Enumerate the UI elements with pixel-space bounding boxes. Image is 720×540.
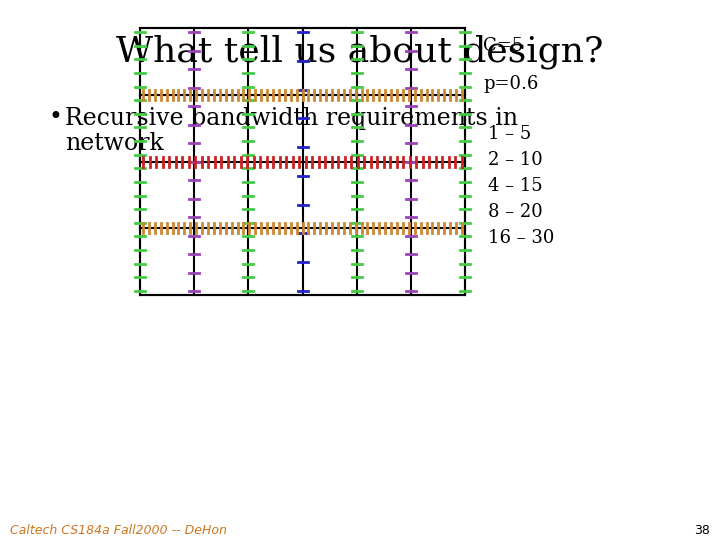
Bar [140, 28, 465, 295]
Text: 16 – 30: 16 – 30 [488, 229, 554, 247]
Text: network: network [65, 132, 163, 154]
Text: 8 – 20: 8 – 20 [488, 203, 543, 221]
Text: 2 – 10: 2 – 10 [488, 151, 543, 169]
Text: 1 – 5: 1 – 5 [488, 125, 531, 143]
Text: p=0.6: p=0.6 [483, 75, 539, 93]
Text: •: • [48, 106, 62, 130]
Text: C=5: C=5 [483, 37, 523, 55]
Text: Caltech CS184a Fall2000 -- DeHon: Caltech CS184a Fall2000 -- DeHon [10, 523, 227, 537]
Text: Recursive bandwidth requirements in: Recursive bandwidth requirements in [65, 106, 518, 130]
Text: What tell us about design?: What tell us about design? [117, 35, 603, 69]
Text: 4 – 15: 4 – 15 [488, 177, 543, 195]
Text: 38: 38 [694, 523, 710, 537]
